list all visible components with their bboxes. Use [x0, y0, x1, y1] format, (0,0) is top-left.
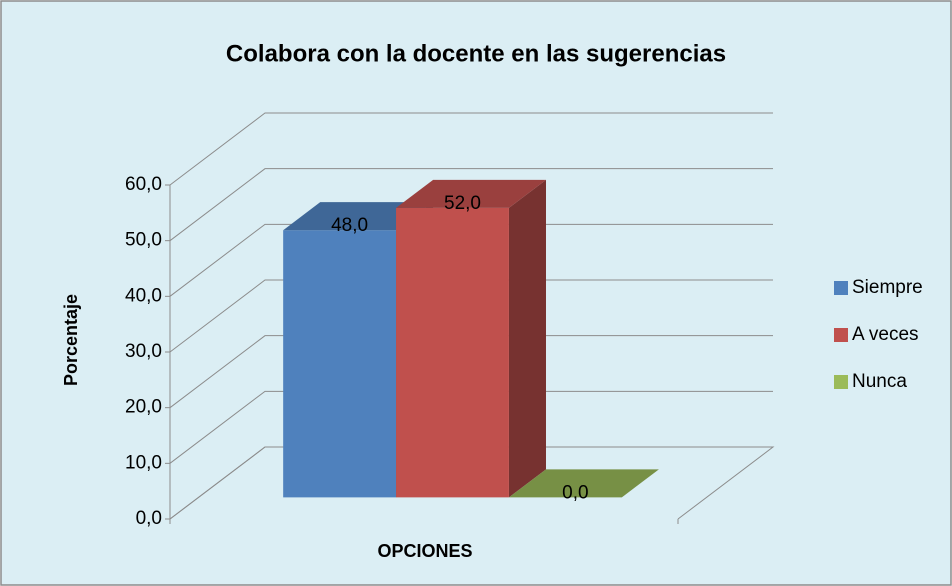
data-label: 0,0 — [562, 482, 588, 503]
grid-line — [169, 112, 773, 186]
bar-front — [283, 230, 397, 498]
bar-top — [396, 179, 546, 208]
bar-front — [396, 207, 509, 498]
chart-title: Colabora con la docente en las sugerenci… — [226, 40, 726, 67]
y-tick-label: 30,0 — [125, 341, 162, 362]
y-tick-label: 20,0 — [125, 397, 162, 418]
legend-label: Siempre — [852, 277, 923, 298]
legend-swatch — [834, 328, 848, 342]
bar-top — [508, 469, 659, 498]
bar — [396, 179, 546, 498]
grid-line — [169, 390, 773, 464]
y-axis-label: Porcentaje — [61, 294, 81, 386]
y-tick-label: 60,0 — [125, 174, 162, 195]
y-tick-label: 50,0 — [125, 230, 162, 251]
legend-label: A veces — [852, 324, 919, 345]
bar — [508, 469, 659, 498]
grid-line — [169, 223, 773, 297]
grid-line — [169, 279, 773, 353]
x-axis-label: OPCIONES — [377, 541, 472, 561]
y-tick-label: 40,0 — [125, 285, 162, 306]
legend-swatch — [834, 281, 848, 295]
bar-side — [508, 179, 546, 498]
data-label: 52,0 — [444, 193, 481, 214]
bar-top — [283, 202, 434, 231]
y-tick-label: 10,0 — [125, 452, 162, 473]
grid-line — [169, 335, 773, 409]
grid-line — [169, 446, 773, 520]
grid-line — [169, 168, 773, 242]
legend-label: Nunca — [852, 371, 907, 392]
legend-swatch — [834, 375, 848, 389]
data-label: 48,0 — [331, 215, 368, 236]
y-tick-label: 0,0 — [136, 508, 162, 529]
